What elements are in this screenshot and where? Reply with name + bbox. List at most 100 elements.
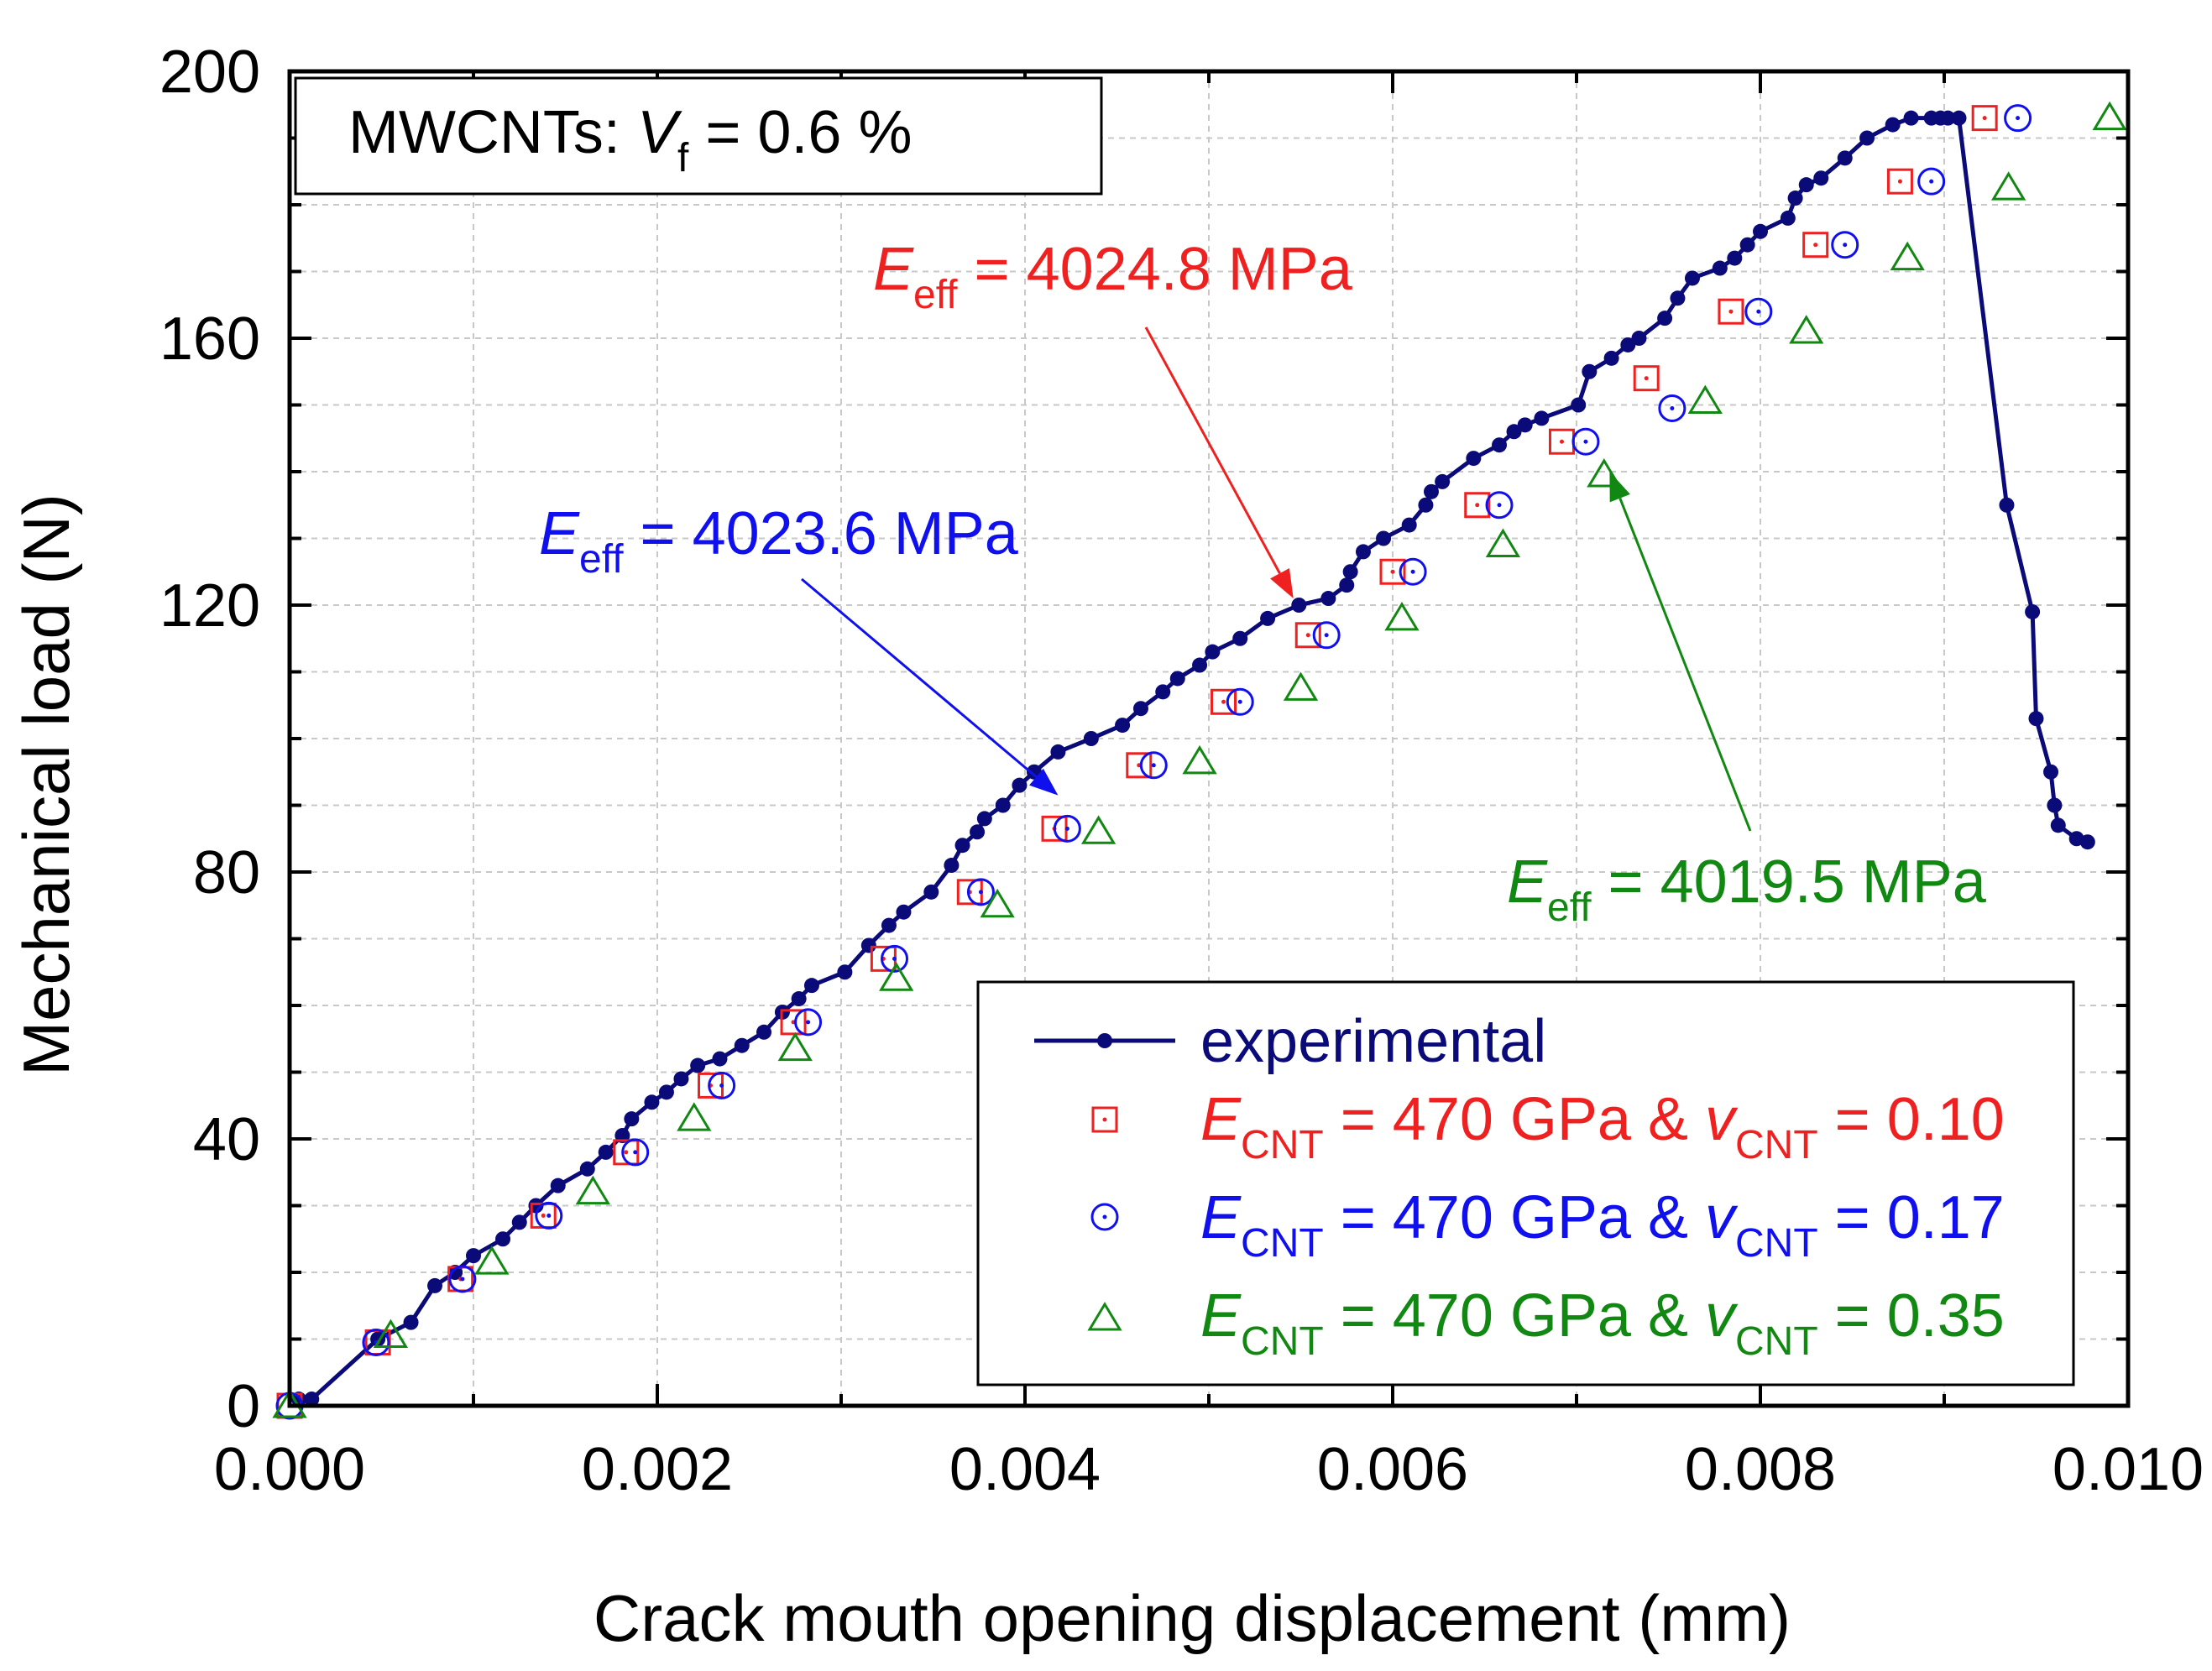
experimental-point <box>1132 701 1148 717</box>
square-point-dot <box>1813 243 1818 248</box>
experimental-point <box>579 1161 595 1177</box>
circle-point <box>1831 231 1859 259</box>
tick-labels: 0.000 0.002 0.004 0.006 0.008 0.010 0 40 80 120 16… <box>159 39 2204 1503</box>
triangle-point <box>777 1031 813 1062</box>
triangle-point <box>1687 384 1723 415</box>
experimental-point <box>550 1178 566 1193</box>
y-tick-label: 120 <box>159 572 260 640</box>
experimental-point <box>896 904 912 920</box>
circle-point-dot <box>1497 503 1502 508</box>
circle-point-dot <box>1151 763 1156 768</box>
x-tick-label: 0.004 <box>949 1436 1101 1503</box>
triangle-point <box>1182 744 1217 775</box>
triangle-point <box>980 888 1015 918</box>
experimental-point <box>1155 684 1171 700</box>
plot-series <box>272 101 2127 1420</box>
experimental-point <box>495 1231 511 1247</box>
triangle-point <box>677 1102 712 1131</box>
experimental-point <box>1401 517 1417 533</box>
experimental-point <box>658 1084 674 1100</box>
square-point <box>1464 492 1491 519</box>
experimental-point <box>1837 150 1853 166</box>
circle-point-dot <box>806 1020 811 1025</box>
circle-point <box>1485 491 1514 520</box>
experimental-point <box>1885 117 1901 133</box>
experimental-point <box>1620 337 1636 352</box>
experimental-point <box>1670 290 1686 306</box>
experimental-point <box>1466 451 1482 467</box>
x-axis-label: Crack mouth opening displacement (mm) <box>594 1581 1791 1655</box>
y-tick-label: 40 <box>193 1106 260 1173</box>
experimental-point <box>1631 331 1647 346</box>
experimental-point <box>944 858 960 874</box>
experimental-point <box>1534 410 1550 426</box>
experimental-point <box>712 1051 728 1067</box>
x-tick-label: 0.006 <box>1317 1436 1468 1503</box>
circle-point <box>1226 687 1254 716</box>
experimental-point <box>1232 630 1248 646</box>
experimental-point <box>2047 797 2063 813</box>
triangle-point <box>1991 171 2026 201</box>
experimental-point <box>1571 397 1587 413</box>
experimental-point <box>803 978 819 994</box>
experimental-point <box>1727 250 1743 266</box>
circle-point-dot <box>1843 243 1848 248</box>
square-point-dot <box>624 1150 629 1155</box>
circle-point-dot <box>1064 826 1069 831</box>
series-3 <box>272 101 2127 1418</box>
annotation-arrow-head <box>1029 768 1059 796</box>
experimental-point <box>1657 311 1673 326</box>
square-point-dot <box>1221 699 1226 704</box>
square-point <box>1294 622 1321 649</box>
circle-point <box>1312 621 1341 650</box>
x-tick-label: 0.002 <box>582 1436 733 1503</box>
legend-item-v035: ECNT = 470 GPa & vCNT = 0.35 <box>1087 1282 2005 1364</box>
experimental-point <box>511 1214 527 1230</box>
experimental-point <box>1739 237 1755 253</box>
experimental-point <box>1169 671 1185 687</box>
circle-point <box>881 944 909 973</box>
triangle-point <box>1587 458 1622 488</box>
square-point <box>1886 168 1913 195</box>
circle-point <box>621 1138 650 1167</box>
experimental-point <box>734 1037 750 1053</box>
legend: experimental ECNT = 470 GPa & vCNT = 0.1… <box>976 980 2075 1386</box>
triangle-point <box>1485 528 1521 557</box>
experimental-point <box>427 1277 443 1293</box>
square-point-dot <box>1982 116 1987 121</box>
circle-point <box>1053 814 1081 843</box>
experimental-point <box>976 811 992 827</box>
experimental-point <box>1050 744 1066 760</box>
circle-point <box>1658 394 1686 422</box>
experimental-point <box>1684 270 1700 286</box>
circle-point-dot <box>460 1277 465 1282</box>
circle-point-dot <box>1583 439 1588 444</box>
experimental-point <box>1423 483 1439 499</box>
experimental-point <box>2050 817 2066 833</box>
experimental-point <box>970 824 986 840</box>
experimental-point <box>1355 544 1371 560</box>
square-point <box>1379 558 1406 585</box>
experimental-point <box>1320 591 1336 607</box>
info-box: MWCNTs: Vf = 0.6 % <box>294 76 1103 196</box>
annotations: Eeff = 4024.8 MPa Eeff = 4023.6 MPa Eeff… <box>539 236 1987 930</box>
circle-point-dot <box>1756 309 1761 314</box>
experimental-point <box>1951 110 1967 126</box>
square-point <box>1211 688 1237 715</box>
experimental-point <box>756 1024 772 1040</box>
plot-frame <box>287 69 2131 1408</box>
annotation-green: Eeff = 4019.5 MPa <box>1507 849 1987 930</box>
triangle-point <box>1789 315 1824 344</box>
experimental-point <box>624 1111 640 1127</box>
experimental-point <box>1999 497 2015 513</box>
x-tick-label: 0.000 <box>214 1436 365 1503</box>
experimental-point <box>1260 610 1276 626</box>
annotation-blue: Eeff = 4023.6 MPa <box>539 500 1019 582</box>
annotation-arrow-line <box>1144 326 1281 574</box>
y-tick-label: 80 <box>193 839 260 906</box>
y-axis-label: Mechanical load (N) <box>9 493 83 1076</box>
circle-point <box>1571 427 1600 456</box>
experimental-point <box>1903 110 1919 126</box>
annotation-red: Eeff = 4024.8 MPa <box>873 236 1353 317</box>
